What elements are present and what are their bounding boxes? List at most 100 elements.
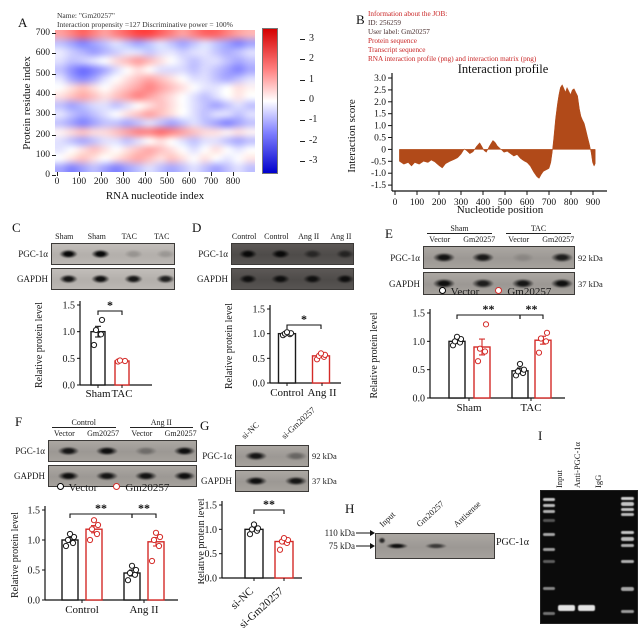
data-dot	[92, 326, 100, 334]
data-dot	[62, 542, 70, 550]
protein-band	[268, 272, 293, 286]
legend-label: Vector	[450, 286, 480, 298]
interaction-heatmap	[55, 30, 255, 172]
panel-i: I Input Anti-PGC-1α IgG	[536, 424, 640, 628]
blot-row: GAPDH	[8, 268, 179, 290]
blot-row: GAPDH 37 kDa	[370, 272, 608, 295]
panel-a-header-stats: Interaction propensity =127 Discriminati…	[57, 20, 233, 29]
group-label: Sham	[427, 224, 492, 234]
pulldown-blot-strip	[375, 533, 495, 559]
colorbar-tick	[300, 100, 305, 101]
blot-strip	[51, 243, 179, 265]
ladder-band	[542, 559, 555, 563]
x-category-label: TAC	[111, 388, 132, 400]
y-tick-label: 0.0	[63, 381, 76, 392]
sig-label: **	[483, 302, 495, 316]
y-axis-label: Relative protein level	[224, 303, 235, 389]
y-tick-label: 1.5	[63, 301, 76, 312]
y-tick-label: 1.5	[374, 110, 386, 120]
y-tick-label: 600	[35, 48, 50, 59]
job-info-line: Information about the JOB:	[368, 10, 448, 18]
x-tick-label: 0	[393, 198, 398, 208]
y-tick-label: 400	[35, 88, 50, 99]
blot-strip	[48, 465, 200, 487]
blot-strip	[423, 246, 578, 269]
protein-label: PGC-1α	[15, 446, 45, 456]
y-tick-label: -0.5	[371, 157, 386, 167]
x-tick	[57, 172, 58, 176]
sig-bracket	[253, 509, 285, 514]
y-tick	[52, 175, 56, 177]
x-category-label: Control	[270, 387, 304, 399]
protein-band	[92, 444, 122, 458]
panel-c-label: C	[12, 220, 21, 235]
blot-row: PGC-1α	[8, 440, 200, 462]
group-header: Ang II	[123, 418, 201, 429]
bar	[114, 360, 130, 386]
protein-band	[169, 444, 200, 458]
colorbar-tick-label: 2	[309, 53, 314, 65]
data-dot	[98, 316, 106, 324]
ladder-band	[620, 587, 634, 591]
lane-label-row: Control Control Ang II Ang II	[185, 232, 357, 243]
bar	[448, 340, 466, 399]
panel-a: A Name: "Gm20257" Interaction propensity…	[10, 5, 340, 213]
x-category-label: Control	[65, 604, 99, 616]
x-category-label: Ang II	[129, 604, 158, 616]
x-tick-label: 500	[498, 198, 513, 208]
y-tick-label: 200	[35, 129, 50, 140]
blot-row: GAPDH	[185, 268, 358, 290]
protein-label: PGC-1α	[390, 252, 420, 263]
colorbar-tick-label: 3	[309, 33, 314, 45]
legend-marker-circle	[438, 287, 446, 294]
ladder-band	[620, 559, 634, 564]
lane-label-row: Vector Gm20257 Vector Gm20257	[370, 235, 608, 246]
y-tick-label: 0.5	[374, 134, 386, 144]
ladder-band	[542, 612, 555, 616]
y-axis-label: Relative protein level	[34, 302, 45, 388]
ladder-band	[542, 547, 555, 551]
bar	[274, 540, 294, 579]
lane-label-row: Vector Gm20257 Vector Gm20257	[8, 429, 200, 440]
group-header: Sham	[420, 224, 499, 235]
x-tick-label: 700	[203, 177, 219, 187]
heatmap-colorbar	[262, 28, 278, 174]
protein-band	[421, 542, 451, 550]
protein-band	[468, 276, 499, 291]
lane-label: Antisense	[451, 498, 483, 529]
y-tick-label: 0.0	[28, 596, 41, 607]
ladder-band	[620, 496, 634, 501]
data-dot	[474, 358, 482, 365]
data-dot	[70, 533, 78, 541]
legend-marker-circle	[495, 287, 503, 294]
blot-row: GAPDH 37 kDa	[198, 470, 356, 492]
x-tick-label: 400	[476, 198, 491, 208]
protein-band	[428, 250, 459, 265]
lane-label: si-Gm20257	[279, 404, 318, 441]
ladder-band	[620, 507, 634, 511]
blot-strip	[51, 268, 179, 290]
x-category-label: TAC	[520, 402, 541, 414]
group-label: Ang II	[129, 418, 193, 428]
western-blot-g: si-NC si-Gm20257 PGC-1α 92 kDa GAPDH 37 kDa	[198, 405, 356, 495]
sig-label: **	[263, 497, 275, 511]
y-tick-label: 0.5	[28, 566, 41, 577]
protein-band	[240, 449, 272, 463]
protein-band	[88, 272, 114, 286]
y-tick-label: 1.5	[413, 309, 426, 320]
protein-band	[507, 276, 538, 291]
data-dot	[150, 536, 158, 544]
sig-bracket	[131, 513, 157, 518]
blot-row: PGC-1α	[185, 243, 358, 265]
x-tick-label: 800	[225, 177, 241, 187]
panel-g-label: G	[200, 418, 210, 433]
protein-band	[332, 247, 358, 261]
data-dot	[317, 350, 325, 357]
colorbar-tick	[300, 39, 305, 41]
protein-band	[92, 469, 122, 483]
job-info-line: User label: Gm20257	[368, 28, 430, 36]
x-tick	[79, 172, 80, 176]
data-dot	[128, 562, 136, 569]
data-dot	[156, 533, 164, 541]
data-dot	[280, 534, 288, 542]
